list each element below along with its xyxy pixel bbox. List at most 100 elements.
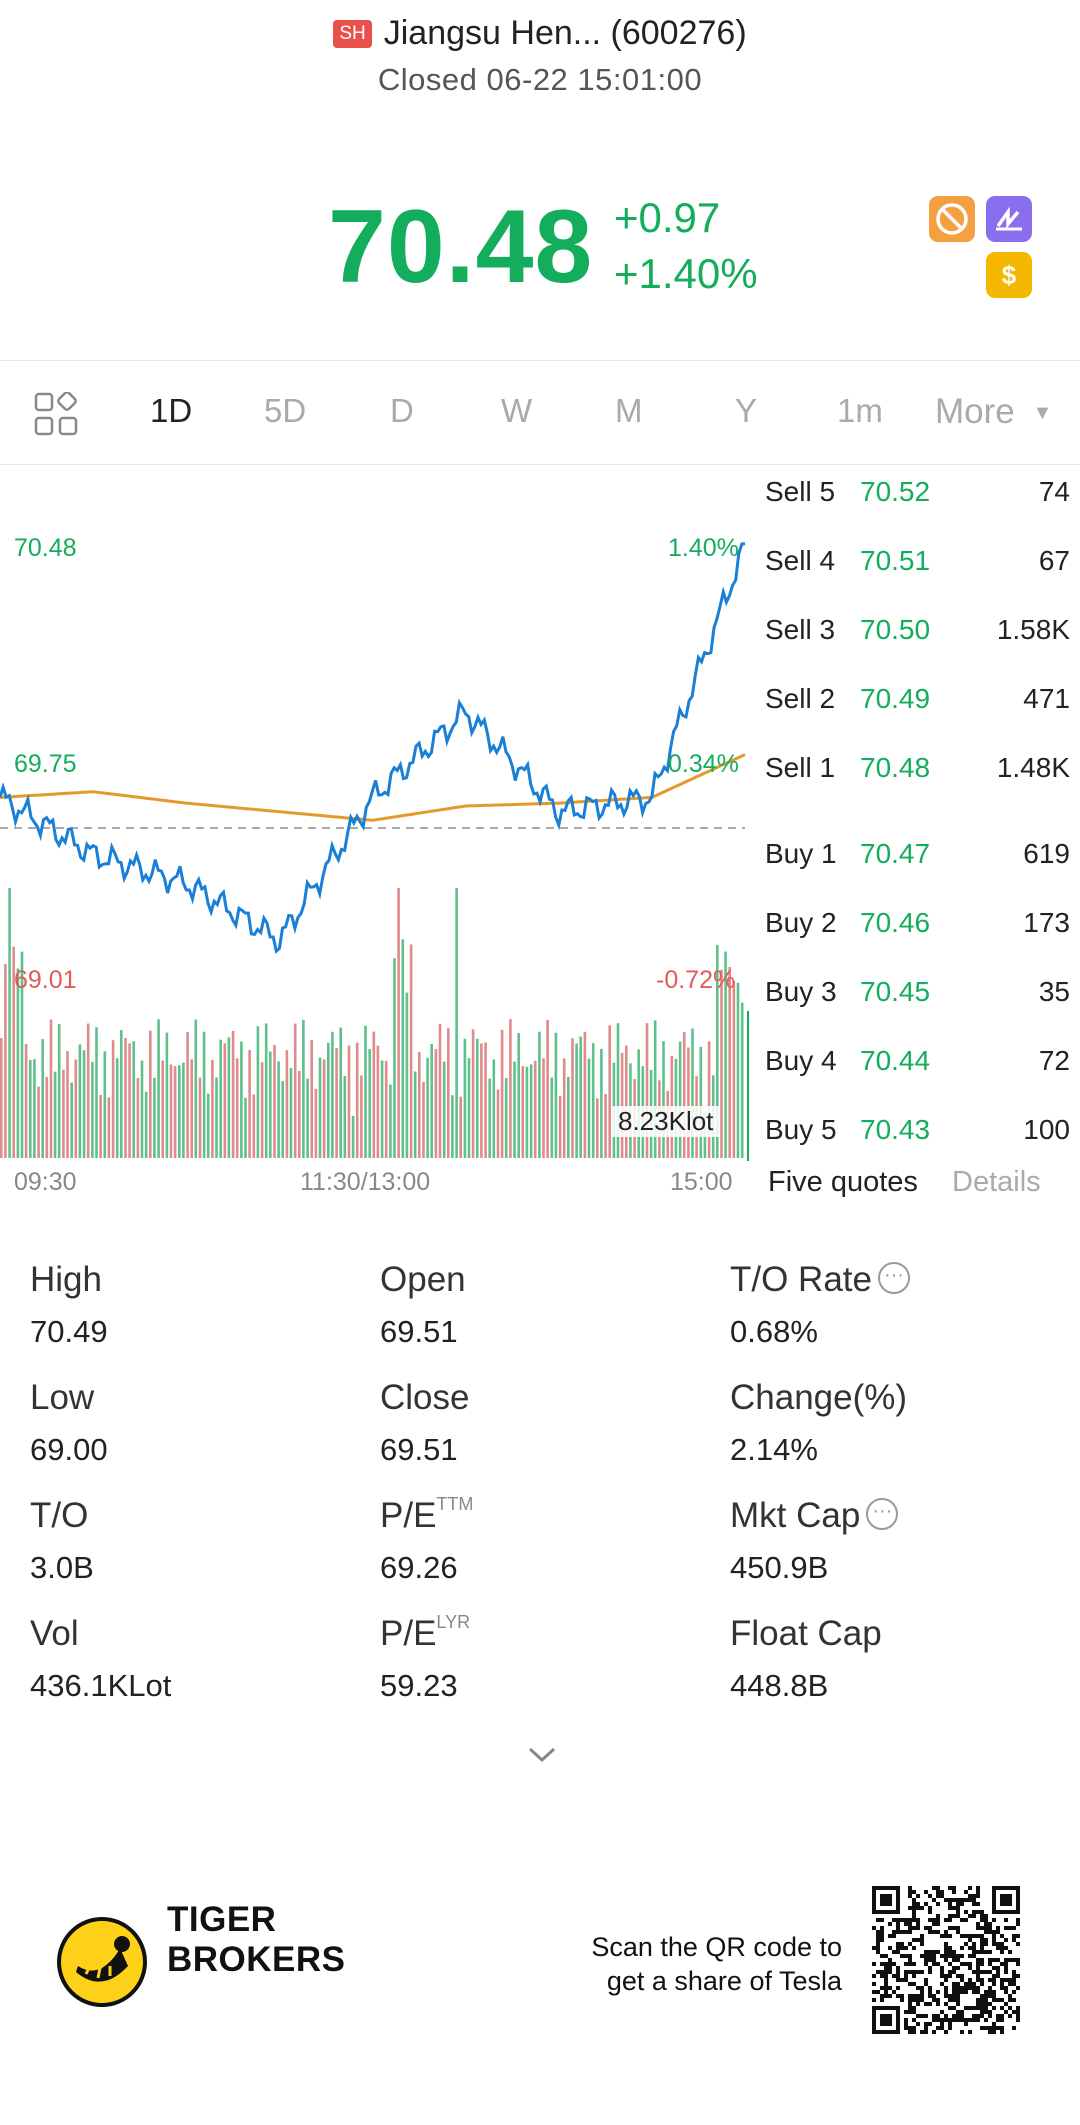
volume-bar [732, 981, 736, 1158]
volume-bar [699, 1046, 703, 1158]
tab-month[interactable]: M [615, 392, 643, 429]
stat-to-value: 3.0B [30, 1550, 94, 1580]
tab-day[interactable]: D [390, 392, 414, 429]
buy-4-row: Buy 4 70.44 72 [760, 1045, 1070, 1085]
volume-bar [260, 1062, 264, 1158]
buy-1-price: 70.47 [860, 838, 931, 869]
volume-bar [504, 1078, 508, 1158]
stat-to-label: T/O [30, 1496, 89, 1535]
volume-bar [397, 888, 400, 1158]
volume-bar [41, 1039, 44, 1158]
sell-1-row: Sell 1 70.48 1.48K [760, 752, 1070, 792]
volume-bar [314, 1088, 318, 1158]
intraday-chart[interactable]: 70.48 1.40% 69.75 0.34% 69.01 -0.72% 8.2… [0, 466, 750, 1206]
sell-3-price: 70.50 [860, 614, 931, 645]
volume-bar [182, 1062, 185, 1158]
chevron-down-icon[interactable] [522, 1740, 562, 1770]
volume-bar [53, 1071, 57, 1158]
sell-4-row: Sell 4 70.51 67 [760, 545, 1070, 585]
stat-pe-lyr-sup: LYR [436, 1612, 471, 1632]
price-line [0, 542, 746, 954]
sell-2-row: Sell 2 70.49 471 [760, 683, 1070, 723]
dollar-icon[interactable]: $ [986, 252, 1032, 298]
tab-five-quotes[interactable]: Five quotes [768, 1166, 918, 1198]
tab-5d[interactable]: 5D [264, 392, 307, 429]
volume-bar [49, 1019, 53, 1158]
tab-1d[interactable]: 1D [150, 392, 193, 429]
period-tabs: 1D 5D D W M Y 1m More ▼ [0, 362, 1080, 464]
info-icon[interactable]: ··· [877, 1261, 910, 1294]
volume-bar [215, 1077, 218, 1158]
volume-bar [575, 1043, 578, 1158]
volume-bar [451, 1095, 454, 1158]
volume-bar [376, 1045, 380, 1158]
volume-bar [169, 1064, 173, 1158]
volume-bar [389, 1084, 392, 1158]
tab-more[interactable]: More ▼ [935, 392, 1052, 432]
volume-bar [186, 1032, 189, 1158]
volume-bar [347, 1045, 351, 1158]
chart-mid-price: 69.75 [14, 750, 77, 778]
volume-bar [86, 1023, 90, 1158]
volume-bar [455, 888, 458, 1158]
volume-bar [310, 1040, 313, 1158]
volume-bar [95, 1027, 98, 1158]
volume-bar [269, 1051, 272, 1158]
sell-4-price: 70.51 [860, 545, 931, 576]
sell-3-label: Sell 3 [765, 614, 836, 645]
info-icon[interactable]: ··· [866, 1497, 899, 1530]
volume-bar [372, 1031, 376, 1158]
volume-bar [248, 1050, 251, 1158]
sell-4-qty: 67 [1038, 545, 1070, 576]
stat-high: High 70.49 [30, 1260, 360, 1360]
volume-bar [66, 1051, 69, 1158]
volume-bar [550, 1077, 554, 1158]
volume-bar [480, 1043, 483, 1158]
volume-bar [103, 1051, 107, 1158]
volume-bar [678, 1041, 682, 1158]
volume-bar [442, 1061, 446, 1158]
volume-bar [538, 1031, 541, 1158]
volume-bar [587, 1058, 591, 1158]
volume-bar [124, 1038, 127, 1158]
last-price: 70.48 [328, 189, 594, 305]
chart-low-pct: -0.72% [656, 966, 736, 994]
zz-logo-icon[interactable] [986, 196, 1032, 242]
volume-bar [463, 1038, 467, 1158]
stat-pe-lyr-value: 59.23 [380, 1668, 458, 1698]
volume-bar [533, 1060, 537, 1158]
tab-year[interactable]: Y [735, 392, 758, 429]
stat-mkt-cap-label: Mkt Cap [730, 1496, 861, 1535]
volume-bar [360, 1075, 363, 1158]
volume-bar [637, 1049, 640, 1158]
volume-bar [430, 1044, 433, 1158]
volume-bar [235, 1058, 239, 1158]
volume-bar [620, 1052, 624, 1158]
volume-bar [542, 1058, 545, 1158]
volume-bar [322, 1059, 326, 1158]
volume-bar [546, 1019, 549, 1158]
volume-bar [306, 1078, 309, 1158]
price-change: +0.97 [614, 194, 721, 241]
grid-layout-icon[interactable] [34, 392, 78, 436]
volume-bar [343, 1076, 347, 1158]
volume-bar [562, 1058, 566, 1158]
volume-bar [285, 1050, 289, 1158]
time-label-open: 09:30 [14, 1168, 77, 1196]
volume-bar [78, 1044, 82, 1158]
stat-close-label: Close [380, 1378, 470, 1417]
volume-bar [380, 1060, 384, 1158]
volume-bar [476, 1038, 479, 1158]
volume-bar [227, 1037, 231, 1158]
volume-bar [115, 1058, 119, 1158]
tab-week[interactable]: W [501, 392, 533, 429]
volume-bar [467, 1058, 471, 1158]
brand-line-1: TIGER [167, 1900, 277, 1939]
no-entry-icon[interactable] [929, 196, 975, 242]
buy-4-qty: 72 [1038, 1045, 1070, 1076]
tab-details[interactable]: Details [952, 1166, 1041, 1198]
volume-bar [393, 958, 396, 1158]
tab-1m[interactable]: 1m [837, 392, 883, 429]
average-price-line [0, 753, 746, 822]
title-row[interactable]: SH Jiangsu Hen... (600276) [0, 14, 1080, 53]
